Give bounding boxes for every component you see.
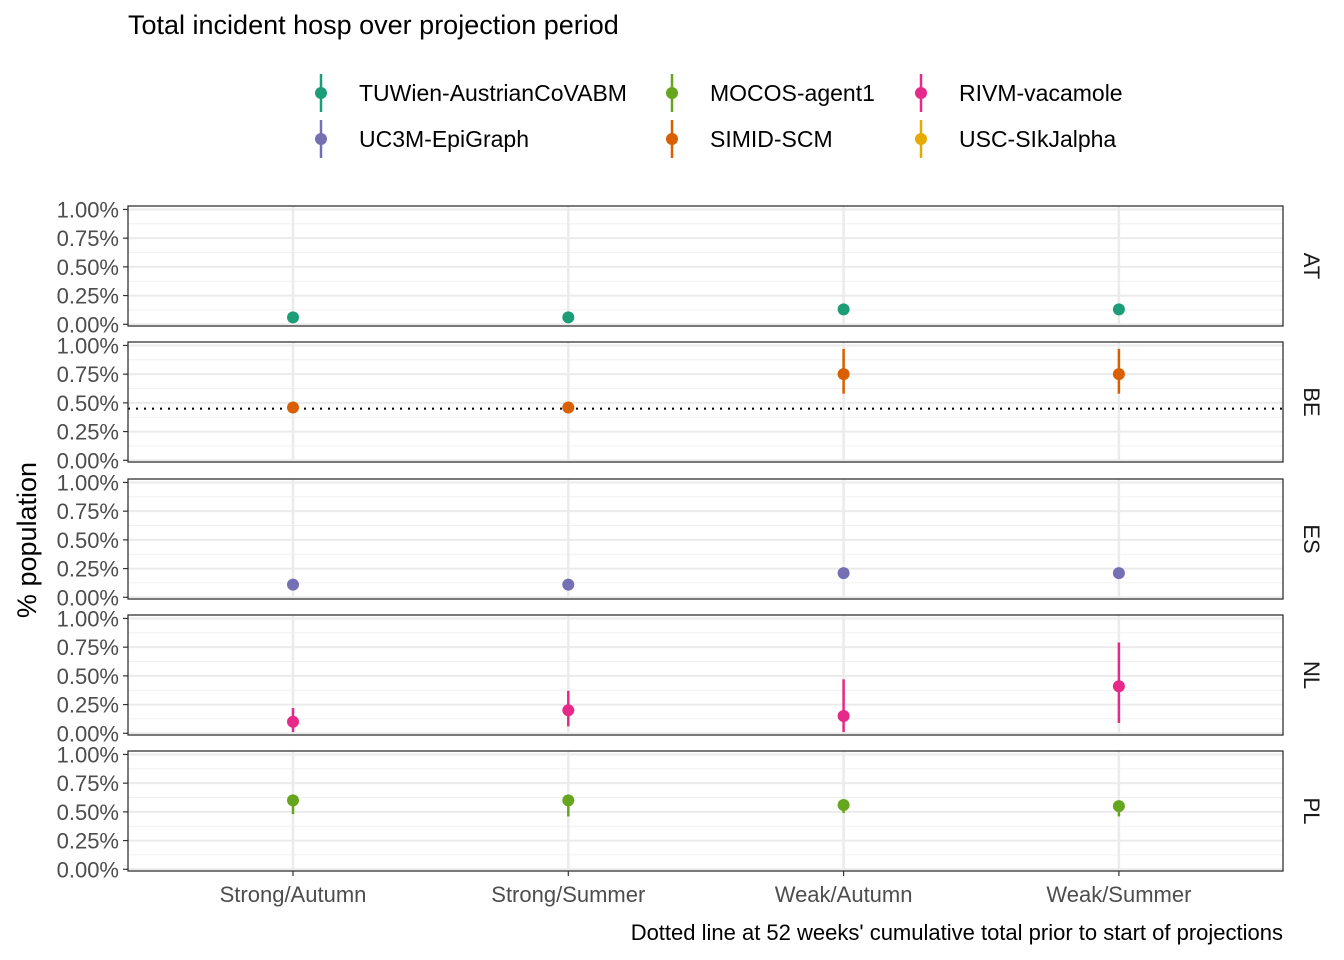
y-tick-label: 0.50% <box>57 800 119 825</box>
legend-label: SIMID-SCM <box>710 126 833 152</box>
data-point <box>1112 567 1125 580</box>
data-point <box>287 715 299 728</box>
legend-key-point <box>915 87 927 99</box>
y-tick-label: 0.25% <box>57 284 119 309</box>
data-point <box>287 311 299 324</box>
panel-pl: 0.00% 0.25% 0.50% 0.75% 1.00% PL <box>57 742 1324 882</box>
facet-strip-label: ES <box>1299 524 1324 553</box>
data-point <box>1112 368 1125 381</box>
data-point <box>287 401 299 414</box>
legend-key-point <box>666 87 678 99</box>
y-tick-label: 0.50% <box>57 255 119 280</box>
legend-key-point <box>666 133 678 145</box>
facet-strip-label: AT <box>1299 253 1324 279</box>
data-point <box>287 578 299 591</box>
x-tick-label: Weak/Summer <box>1046 882 1191 907</box>
y-tick-label: 0.00% <box>57 448 119 473</box>
data-point <box>837 710 850 723</box>
legend: TUWien-AustrianCoVABM UC3M-EpiGraph MOCOS-… <box>315 74 1123 158</box>
y-tick-label: 0.75% <box>57 499 119 524</box>
legend-label: TUWien-AustrianCoVABM <box>359 80 627 106</box>
x-tick-label: Strong/Summer <box>491 882 645 907</box>
data-point <box>562 704 575 717</box>
y-tick-label: 0.00% <box>57 585 119 610</box>
y-tick-label: 0.50% <box>57 528 119 553</box>
facet-strip-label: PL <box>1299 798 1324 825</box>
y-tick-label: 1.00% <box>57 197 119 222</box>
data-point <box>837 567 850 580</box>
y-tick-label: 0.00% <box>57 721 119 746</box>
y-tick-label: 0.25% <box>57 693 119 718</box>
legend-key-point <box>315 133 327 145</box>
panel-at: 0.00% 0.25% 0.50% 0.75% 1.00% AT <box>57 197 1324 337</box>
x-tick-label: Strong/Autumn <box>220 882 367 907</box>
panels: 0.00% 0.25% 0.50% 0.75% 1.00% AT 0.00% 0.25% 0.5… <box>57 197 1324 882</box>
data-point <box>1112 303 1125 316</box>
panel-es: 0.00% 0.25% 0.50% 0.75% 1.00% ES <box>57 470 1324 610</box>
y-tick-label: 0.25% <box>57 829 119 854</box>
legend-label: USC-SIkJalpha <box>959 126 1116 152</box>
legend-label: MOCOS-agent1 <box>710 80 875 106</box>
y-tick-label: 0.75% <box>57 771 119 796</box>
legend-key-point <box>915 133 927 145</box>
legend-item: USC-SIkJalpha <box>915 120 1116 158</box>
data-point <box>562 311 575 324</box>
legend-item: MOCOS-agent1 <box>666 74 875 112</box>
y-tick-label: 0.00% <box>57 857 119 882</box>
legend-label: RIVM-vacamole <box>959 80 1123 106</box>
x-tick-label: Weak/Autumn <box>775 882 913 907</box>
panel-be: 0.00% 0.25% 0.50% 0.75% 1.00% BE <box>57 333 1324 473</box>
caption: Dotted line at 52 weeks' cumulative tota… <box>631 920 1283 945</box>
legend-key-point <box>315 87 327 99</box>
chart-title: Total incident hosp over projection peri… <box>128 10 619 40</box>
y-tick-label: 0.75% <box>57 362 119 387</box>
panel-border <box>127 478 1284 600</box>
y-tick-label: 1.00% <box>57 606 119 631</box>
y-tick-label: 0.75% <box>57 635 119 660</box>
data-point <box>837 368 850 381</box>
y-tick-label: 1.00% <box>57 333 119 358</box>
data-point <box>837 798 850 811</box>
data-point <box>837 303 850 316</box>
y-tick-label: 1.00% <box>57 742 119 767</box>
legend-item: RIVM-vacamole <box>915 74 1123 112</box>
facet-strip-label: BE <box>1299 387 1324 416</box>
y-axis-title: % population <box>12 462 42 618</box>
facet-strip-label: NL <box>1299 661 1324 689</box>
panel-border <box>127 614 1284 736</box>
y-tick-label: 0.50% <box>57 391 119 416</box>
x-axis: Strong/Autumn Strong/Summer Weak/Autumn Wea… <box>220 871 1191 907</box>
data-point <box>287 794 299 807</box>
y-tick-label: 0.25% <box>57 557 119 582</box>
y-tick-label: 1.00% <box>57 470 119 495</box>
data-point <box>562 578 575 591</box>
legend-item: UC3M-EpiGraph <box>315 120 529 158</box>
legend-item: SIMID-SCM <box>666 120 833 158</box>
panel-nl: 0.00% 0.25% 0.50% 0.75% 1.00% NL <box>57 606 1324 746</box>
panel-border <box>127 750 1284 872</box>
y-tick-label: 0.25% <box>57 420 119 445</box>
y-tick-label: 0.50% <box>57 664 119 689</box>
panel-border <box>127 341 1284 463</box>
panel-border <box>127 205 1284 327</box>
y-tick-label: 0.75% <box>57 226 119 251</box>
y-tick-label: 0.00% <box>57 312 119 337</box>
legend-label: UC3M-EpiGraph <box>359 126 529 152</box>
data-point <box>562 401 575 414</box>
legend-item: TUWien-AustrianCoVABM <box>315 74 627 112</box>
data-point <box>562 794 575 807</box>
data-point <box>1112 680 1125 693</box>
data-point <box>1112 800 1125 813</box>
